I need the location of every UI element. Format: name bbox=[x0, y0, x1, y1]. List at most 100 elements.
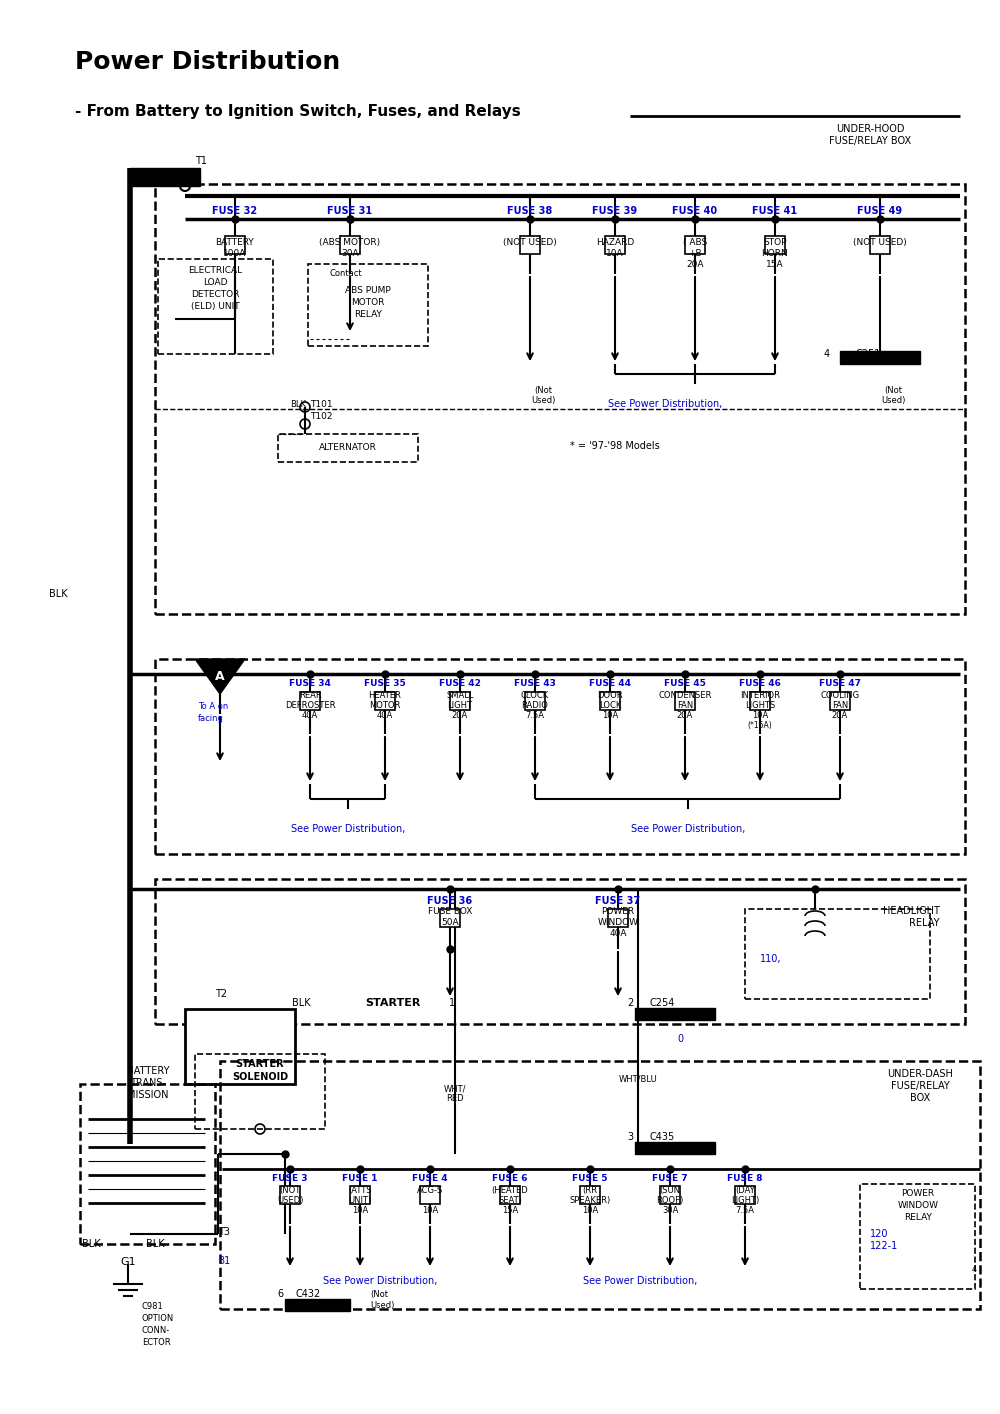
Text: See Power Distribution,: See Power Distribution, bbox=[291, 824, 405, 834]
Text: FUSE 39: FUSE 39 bbox=[592, 206, 638, 216]
Text: STOP: STOP bbox=[763, 238, 787, 247]
Bar bbox=[375, 691, 395, 710]
Bar bbox=[308, 264, 428, 346]
Text: CONDENSER: CONDENSER bbox=[658, 691, 712, 700]
Text: Used): Used) bbox=[370, 1301, 394, 1309]
Bar bbox=[225, 236, 245, 255]
Text: * = '97-'98 Models: * = '97-'98 Models bbox=[570, 441, 660, 451]
Text: FUSE 32: FUSE 32 bbox=[212, 206, 258, 216]
Text: 120: 120 bbox=[870, 1229, 889, 1239]
Text: 30A: 30A bbox=[341, 249, 359, 257]
Text: Contact: Contact bbox=[330, 269, 363, 279]
Text: FUSE 46: FUSE 46 bbox=[739, 679, 781, 689]
Text: SMALL: SMALL bbox=[446, 691, 474, 700]
Text: 15A: 15A bbox=[502, 1206, 518, 1215]
Text: ( ABS: ( ABS bbox=[683, 238, 707, 247]
Text: BOX: BOX bbox=[910, 1093, 930, 1103]
Text: ABS PUMP: ABS PUMP bbox=[345, 286, 391, 296]
Text: UNDER-DASH: UNDER-DASH bbox=[887, 1069, 953, 1079]
Text: (ABS MOTOR): (ABS MOTOR) bbox=[319, 238, 381, 247]
Bar bbox=[660, 1186, 680, 1203]
Bar bbox=[860, 1184, 975, 1290]
Text: MISSION: MISSION bbox=[127, 1090, 169, 1100]
Text: 20A: 20A bbox=[452, 711, 468, 720]
Text: C251: C251 bbox=[855, 349, 880, 359]
Text: 10A: 10A bbox=[606, 249, 624, 257]
Text: See Power Distribution,: See Power Distribution, bbox=[608, 399, 722, 409]
Bar bbox=[580, 1186, 600, 1203]
Bar bbox=[80, 1085, 215, 1244]
Text: T1: T1 bbox=[195, 156, 207, 165]
Bar bbox=[840, 351, 920, 363]
Text: C254: C254 bbox=[650, 998, 675, 1008]
Text: 20A: 20A bbox=[677, 711, 693, 720]
Text: LOAD: LOAD bbox=[203, 279, 227, 287]
Text: FUSE 4: FUSE 4 bbox=[412, 1174, 448, 1184]
Text: 1: 1 bbox=[449, 998, 455, 1008]
Text: RELAY: RELAY bbox=[354, 310, 382, 320]
Text: FUSE 1: FUSE 1 bbox=[342, 1174, 378, 1184]
Text: facing: facing bbox=[198, 714, 224, 723]
Bar bbox=[735, 1186, 755, 1203]
Bar bbox=[280, 1186, 300, 1203]
Text: HEADLIGHT: HEADLIGHT bbox=[883, 906, 940, 916]
Text: LIGHTS: LIGHTS bbox=[745, 701, 775, 710]
Polygon shape bbox=[195, 659, 245, 694]
Bar bbox=[608, 909, 628, 928]
Bar bbox=[195, 1053, 325, 1128]
Bar bbox=[155, 184, 965, 614]
Text: FUSE 6: FUSE 6 bbox=[492, 1174, 528, 1184]
Text: 30A: 30A bbox=[662, 1206, 678, 1215]
Text: - From Battery to Ignition Switch, Fuses, and Relays: - From Battery to Ignition Switch, Fuses… bbox=[75, 105, 521, 119]
Text: See Power Distribution,: See Power Distribution, bbox=[323, 1275, 437, 1285]
Text: FUSE 41: FUSE 41 bbox=[752, 206, 798, 216]
Text: COOLING: COOLING bbox=[820, 691, 860, 700]
Text: BLK: BLK bbox=[82, 1239, 101, 1249]
Text: (ATTS: (ATTS bbox=[348, 1186, 372, 1195]
Text: CLOCK: CLOCK bbox=[521, 691, 549, 700]
Text: 40A: 40A bbox=[377, 711, 393, 720]
Text: ACG-S: ACG-S bbox=[417, 1186, 443, 1195]
Text: SEAT): SEAT) bbox=[498, 1196, 522, 1205]
Text: 10A: 10A bbox=[582, 1206, 598, 1215]
Text: HEATER: HEATER bbox=[369, 691, 401, 700]
Text: (SUN: (SUN bbox=[660, 1186, 680, 1195]
Bar bbox=[635, 1143, 715, 1154]
Text: 20A: 20A bbox=[686, 260, 704, 269]
Text: FUSE 34: FUSE 34 bbox=[289, 679, 331, 689]
Text: LIGHT: LIGHT bbox=[448, 701, 473, 710]
Text: 4: 4 bbox=[972, 1266, 977, 1274]
Text: REAR: REAR bbox=[299, 691, 321, 700]
Bar bbox=[300, 691, 320, 710]
Text: Power Distribution: Power Distribution bbox=[75, 49, 340, 74]
Text: (HEATED: (HEATED bbox=[492, 1186, 528, 1195]
Text: WINDOW: WINDOW bbox=[898, 1200, 938, 1210]
Text: 3: 3 bbox=[627, 1133, 633, 1143]
Text: 10A: 10A bbox=[422, 1206, 438, 1215]
Text: RED: RED bbox=[446, 1094, 464, 1103]
Text: FUSE BOX: FUSE BOX bbox=[428, 906, 472, 916]
Text: SOLENOID: SOLENOID bbox=[232, 1072, 288, 1082]
Text: OPTION: OPTION bbox=[142, 1314, 174, 1324]
Text: 31: 31 bbox=[218, 1256, 230, 1266]
Text: WHT/: WHT/ bbox=[444, 1085, 466, 1093]
Text: FUSE 3: FUSE 3 bbox=[272, 1174, 308, 1184]
Text: (RR: (RR bbox=[582, 1186, 598, 1195]
Text: 10A: 10A bbox=[602, 711, 618, 720]
Text: ALTERNATOR: ALTERNATOR bbox=[319, 443, 377, 451]
Text: STARTER: STARTER bbox=[236, 1059, 284, 1069]
Bar bbox=[525, 691, 545, 710]
Text: G1: G1 bbox=[120, 1257, 136, 1267]
Bar bbox=[185, 1010, 295, 1085]
Text: ELECTRICAL: ELECTRICAL bbox=[188, 266, 242, 274]
Text: WINDOW: WINDOW bbox=[598, 918, 639, 928]
Bar bbox=[675, 691, 695, 710]
Bar bbox=[830, 691, 850, 710]
Text: T101: T101 bbox=[310, 400, 333, 409]
Text: BATTERY: BATTERY bbox=[127, 1066, 169, 1076]
Text: POWER: POWER bbox=[601, 906, 635, 916]
Text: WHT/BLU: WHT/BLU bbox=[619, 1075, 657, 1083]
Text: SPEAKER): SPEAKER) bbox=[569, 1196, 611, 1205]
Text: 7.5A: 7.5A bbox=[526, 711, 544, 720]
Text: T3: T3 bbox=[218, 1227, 230, 1237]
